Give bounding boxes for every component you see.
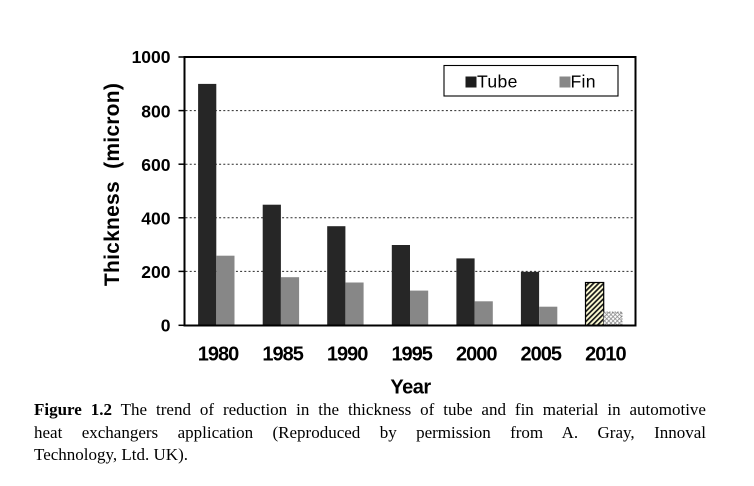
svg-text:200: 200	[141, 262, 170, 282]
svg-text:Tube: Tube	[477, 72, 518, 92]
svg-text:Year: Year	[390, 377, 431, 399]
svg-text:2005: 2005	[521, 344, 562, 366]
svg-text:1990: 1990	[327, 344, 368, 366]
svg-text:2000: 2000	[456, 344, 497, 366]
svg-text:Fin: Fin	[571, 72, 596, 92]
svg-text:0: 0	[161, 316, 171, 336]
svg-text:1985: 1985	[262, 344, 303, 366]
svg-text:1980: 1980	[198, 344, 239, 366]
svg-text:2010: 2010	[585, 344, 626, 366]
svg-text:1000: 1000	[132, 47, 171, 67]
svg-text:800: 800	[141, 101, 170, 121]
svg-text:400: 400	[141, 209, 170, 229]
svg-text:1995: 1995	[391, 344, 432, 366]
svg-text:600: 600	[141, 155, 170, 175]
svg-text:Thickness (micron): Thickness (micron)	[101, 83, 124, 286]
